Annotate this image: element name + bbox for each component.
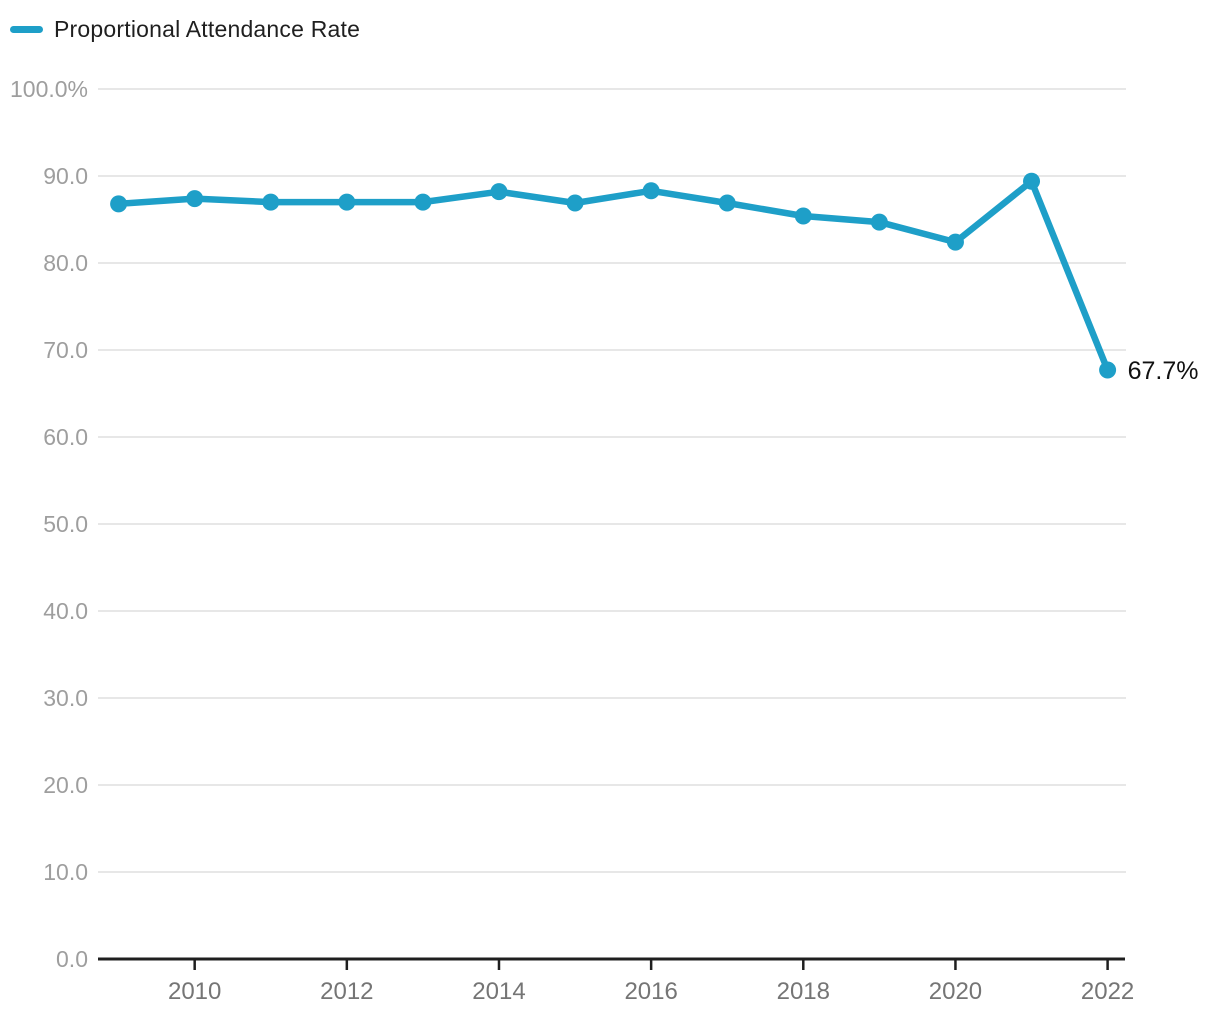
data-point-2012[interactable]: [338, 193, 356, 211]
data-point-2015[interactable]: [566, 194, 584, 212]
data-point-2019[interactable]: [870, 213, 888, 231]
last-point-value-label: 67.7%: [1128, 357, 1199, 385]
y-axis-tick-label: 30.0: [43, 685, 88, 711]
x-axis-tick-label: 2018: [777, 978, 830, 1005]
data-point-2017[interactable]: [718, 194, 736, 212]
y-axis-tick-label: 20.0: [43, 772, 88, 798]
y-axis-tick-label: 60.0: [43, 424, 88, 450]
data-point-2016[interactable]: [642, 182, 660, 200]
y-axis-tick-label: 100.0%: [10, 76, 88, 102]
series-legend-label: Proportional Attendance Rate: [54, 16, 361, 42]
data-point-2018[interactable]: [794, 207, 812, 225]
data-point-2013[interactable]: [414, 193, 432, 211]
series-color-swatch: [10, 26, 43, 33]
data-point-2011[interactable]: [262, 193, 280, 211]
y-axis-tick-label: 70.0: [43, 337, 88, 363]
x-axis-tick-label: 2016: [624, 978, 677, 1005]
x-axis-tick-label: 2010: [168, 978, 221, 1005]
x-axis-tick-label: 2014: [472, 978, 525, 1005]
data-point-2009[interactable]: [110, 195, 128, 213]
x-axis-tick-label: 2022: [1081, 978, 1134, 1005]
series-line: [115, 177, 1111, 374]
chart-legend-item[interactable]: Proportional Attendance Rate: [10, 16, 360, 43]
data-point-2020[interactable]: [946, 233, 964, 251]
x-axis-tick-label: 2012: [320, 978, 373, 1005]
y-axis-tick-label: 50.0: [43, 511, 88, 537]
data-point-2021[interactable]: [1023, 172, 1041, 190]
data-point-2010[interactable]: [186, 190, 204, 208]
y-axis-tick-label: 10.0: [43, 859, 88, 885]
y-axis-tick-label: 0.0: [56, 946, 88, 972]
y-axis-tick-label: 90.0: [43, 163, 88, 189]
data-point-2014[interactable]: [490, 183, 508, 201]
y-axis-tick-label: 40.0: [43, 598, 88, 624]
x-axis-tick-label: 2020: [929, 978, 982, 1005]
y-axis-tick-label: 80.0: [43, 250, 88, 276]
data-point-2022[interactable]: [1099, 361, 1117, 379]
